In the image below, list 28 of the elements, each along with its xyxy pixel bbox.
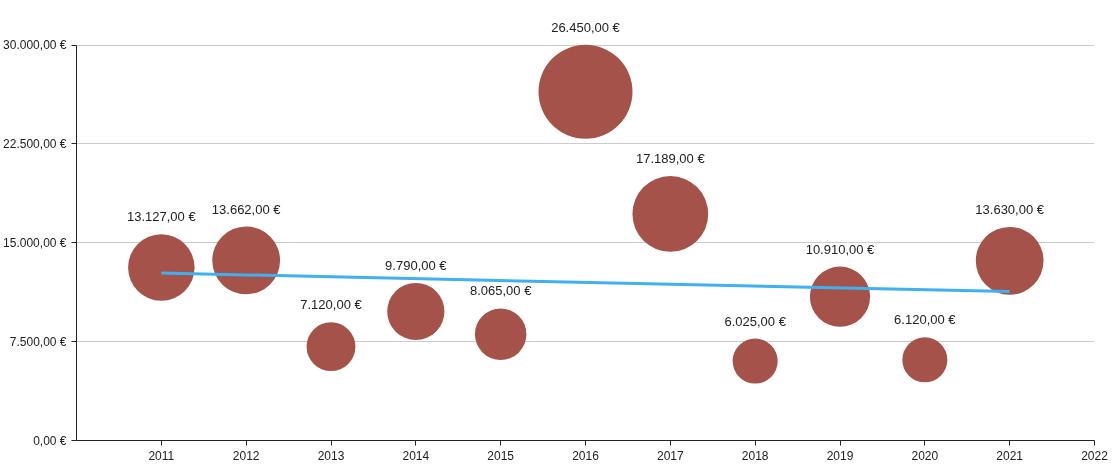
x-tick-label: 2014 — [402, 448, 430, 463]
x-tick-label: 2021 — [996, 448, 1024, 463]
x-tick-label: 2015 — [487, 448, 515, 463]
x-tick-label: 2022 — [1081, 448, 1109, 463]
data-label: 13.662,00 € — [211, 201, 282, 217]
x-tick-label: 2016 — [572, 448, 600, 463]
data-label: 13.630,00 € — [975, 201, 1045, 217]
x-tick-label: 2011 — [148, 448, 175, 463]
x-tick-label: 2019 — [826, 448, 854, 463]
y-tick-label: 0,00 € — [33, 433, 67, 448]
y-tick-label: 15.000,00 € — [3, 235, 67, 250]
data-label: 6.120,00 € — [894, 312, 957, 328]
data-label: 7.120,00 € — [300, 297, 363, 313]
data-label: 13.127,00 € — [127, 209, 197, 225]
data-label: 9.790,00 € — [385, 257, 448, 273]
x-tick-label: 2017 — [656, 448, 685, 463]
x-tick-label: 2013 — [317, 448, 345, 463]
data-label: 8.065,00 € — [469, 283, 533, 299]
data-label: 10.910,00 € — [805, 241, 876, 257]
data-label: 17.189,00 € — [636, 151, 706, 167]
y-tick-label: 30.000,00 € — [3, 38, 67, 53]
x-tick-label: 2018 — [741, 448, 769, 463]
y-tick-label: 7.500,00 € — [9, 334, 67, 349]
x-tick-label: 2012 — [232, 448, 260, 463]
data-label: 26.450,00 € — [551, 19, 621, 35]
data-label: 6.025,00 € — [724, 313, 787, 329]
y-tick-label: 22.500,00 € — [3, 136, 67, 151]
x-tick-label: 2020 — [911, 448, 939, 463]
